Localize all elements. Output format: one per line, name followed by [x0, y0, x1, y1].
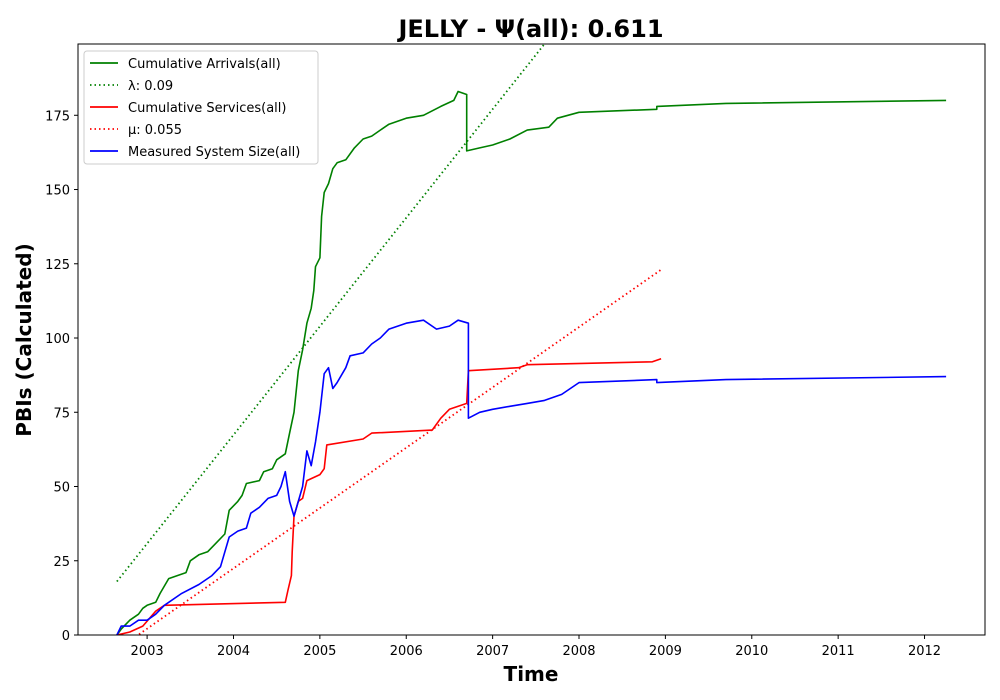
legend-label: Cumulative Services(all) [128, 101, 286, 116]
y-tick-label: 175 [45, 109, 70, 124]
series-line-3 [136, 268, 662, 635]
x-tick-label: 2010 [735, 644, 768, 659]
x-axis-title: Time [504, 662, 559, 686]
chart-title: JELLY - Ψ(all): 0.611 [396, 15, 663, 43]
x-tick-label: 2004 [217, 644, 250, 659]
x-tick-label: 2009 [649, 644, 682, 659]
legend-label: λ: 0.09 [128, 79, 173, 94]
x-tick-label: 2006 [390, 644, 423, 659]
y-axis-ticks: 0 25 50 75 100 125 150 175 [45, 109, 78, 644]
y-tick-label: 75 [53, 406, 70, 421]
x-tick-label: 2011 [822, 644, 855, 659]
x-tick-label: 2008 [562, 644, 595, 659]
series-layer [116, 44, 947, 635]
legend-label: Measured System Size(all) [128, 145, 300, 160]
legend-box [83, 50, 319, 165]
legend-label: Cumulative Arrivals(all) [128, 57, 281, 72]
y-axis-title: PBIs (Calculated) [12, 243, 36, 436]
y-tick-label: 50 [53, 481, 70, 496]
series-line-4 [116, 319, 947, 635]
x-tick-label: 2003 [131, 644, 164, 659]
x-tick-label: 2012 [908, 644, 941, 659]
y-tick-label: 0 [62, 629, 70, 644]
x-tick-label: 2005 [303, 644, 336, 659]
y-tick-label: 100 [45, 332, 70, 347]
x-tick-label: 2007 [476, 644, 509, 659]
y-tick-label: 25 [53, 555, 70, 570]
legend-items: Cumulative Arrivals(all) λ: 0.09 Cumulativ… [90, 57, 300, 160]
y-tick-label: 150 [45, 184, 70, 199]
y-tick-label: 125 [45, 258, 70, 273]
legend-label: μ: 0.055 [128, 123, 182, 138]
plot-frame [77, 43, 986, 636]
series-line-0 [116, 90, 947, 635]
series-line-1 [116, 44, 546, 583]
x-axis-ticks: 2003 2004 2005 2006 2007 2008 2009 2010 2011 2012 [131, 635, 941, 659]
legend: Cumulative Arrivals(all) λ: 0.09 Cumulativ… [83, 50, 319, 165]
